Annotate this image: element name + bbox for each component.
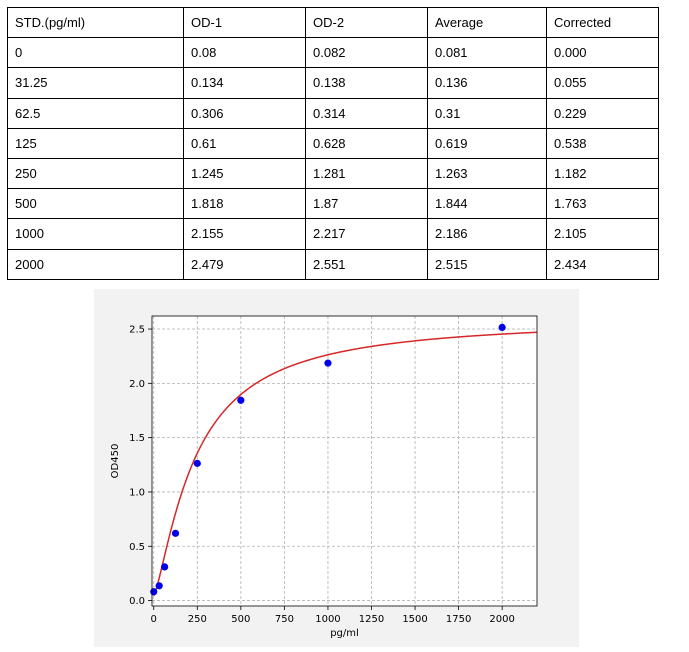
table-cell: 0.138 <box>305 67 428 99</box>
y-tick-label: 2.5 <box>129 325 145 336</box>
table-cell: 125 <box>7 127 184 159</box>
y-tick-label: 1.0 <box>129 487 145 498</box>
data-point <box>498 323 506 332</box>
table-row: 1000 2.155 2.217 2.186 2.105 <box>7 218 659 250</box>
data-point <box>324 359 332 367</box>
table-cell: 0.082 <box>305 37 428 69</box>
x-tick-label: 500 <box>231 614 250 625</box>
y-tick-label: 1.5 <box>129 433 145 444</box>
data-point <box>161 563 169 571</box>
x-axis-title: pg/ml <box>330 628 359 639</box>
x-tick-label: 1750 <box>446 614 471 625</box>
table-row: 0 0.08 0.082 0.081 0.000 <box>7 37 659 69</box>
table-header-cell: Average <box>427 6 547 39</box>
table-row: 500 1.818 1.87 1.844 1.763 <box>7 188 659 220</box>
x-tick-label: 750 <box>275 614 294 625</box>
table-cell: 0.31 <box>427 97 547 129</box>
table-cell: 2000 <box>7 248 184 280</box>
table-cell: 250 <box>7 157 184 190</box>
table-row: 125 0.61 0.628 0.619 0.538 <box>7 127 659 159</box>
table-cell: 1.245 <box>183 157 306 190</box>
table-cell: 0 <box>7 37 184 69</box>
data-point <box>237 396 245 404</box>
table-body: 0 0.08 0.082 0.081 0.000 31.25 0.134 0.138 0.136… <box>7 37 659 280</box>
table-header-cell: OD-1 <box>183 6 306 39</box>
x-tick-label: 1000 <box>315 614 340 625</box>
table-cell: 2.105 <box>546 218 659 250</box>
table-cell: 2.186 <box>427 218 547 250</box>
data-point <box>193 459 201 467</box>
table-cell: 0.619 <box>427 127 547 159</box>
table-cell: 2.479 <box>183 248 306 280</box>
data-point <box>155 582 163 590</box>
table-cell: 0.08 <box>183 37 306 69</box>
table-cell: 2.217 <box>305 218 428 250</box>
data-point <box>150 588 158 596</box>
table-cell: 0.314 <box>305 97 428 129</box>
table-cell: 62.5 <box>7 97 184 129</box>
x-tick-label: 250 <box>188 614 207 625</box>
table-cell: 1.263 <box>427 157 547 190</box>
table-cell: 1.182 <box>546 157 659 190</box>
table-cell: 0.61 <box>183 127 306 159</box>
x-tick-label: 1500 <box>402 614 427 625</box>
table-cell: 0.306 <box>183 97 306 129</box>
table-cell: 0.628 <box>305 127 428 159</box>
table-cell: 31.25 <box>7 67 184 99</box>
table-cell: 0.081 <box>427 37 547 69</box>
table-cell: 0.134 <box>183 67 306 99</box>
plot-area <box>152 316 537 606</box>
standards-table: STD.(pg/ml) OD-1 OD-2 Average Corrected 0 0.0… <box>7 6 659 280</box>
table-cell: 0.000 <box>546 37 659 69</box>
table-cell: 1.763 <box>546 188 659 220</box>
table-cell: 1.87 <box>305 188 428 220</box>
table-cell: 2.434 <box>546 248 659 280</box>
table-cell: 1000 <box>7 218 184 250</box>
table-cell: 0.136 <box>427 67 547 99</box>
table-row: 250 1.245 1.281 1.263 1.182 <box>7 157 659 190</box>
chart-svg: 0 250 500 750 1000 1250 1500 1750 2000 0.0 0.5 1.0 1… <box>110 315 538 639</box>
y-tick-label: 0.0 <box>129 596 145 607</box>
table-cell: 2.515 <box>427 248 547 280</box>
table-cell: 0.538 <box>546 127 659 159</box>
x-tick-label: 2000 <box>489 614 514 625</box>
y-axis-title: OD450 <box>110 444 121 479</box>
standard-curve-chart: 0 250 500 750 1000 1250 1500 1750 2000 0.0 0.5 1.0 1… <box>94 289 579 647</box>
table-header-cell: OD-2 <box>305 6 428 39</box>
y-tick-label: 2.0 <box>129 379 145 390</box>
data-point <box>171 529 180 537</box>
x-tick-label: 0 <box>151 614 157 625</box>
y-tick-label: 0.5 <box>129 542 145 553</box>
table-header-cell: Corrected <box>546 6 659 39</box>
fit-curve-line <box>153 331 538 596</box>
table-row: 2000 2.479 2.551 2.515 2.434 <box>7 248 659 280</box>
x-tick-label: 1250 <box>359 614 384 625</box>
table-cell: 500 <box>7 188 184 220</box>
table-cell: 1.844 <box>427 188 547 220</box>
table-cell: 0.055 <box>546 67 659 99</box>
table-cell: 0.229 <box>546 97 659 129</box>
table-cell: 2.155 <box>183 218 306 250</box>
table-cell: 1.818 <box>183 188 306 220</box>
table-row: 31.25 0.134 0.138 0.136 0.055 <box>7 67 659 99</box>
table-header-cell: STD.(pg/ml) <box>7 6 184 39</box>
table-row: 62.5 0.306 0.314 0.31 0.229 <box>7 97 659 129</box>
table-header-row: STD.(pg/ml) OD-1 OD-2 Average Corrected <box>7 6 659 39</box>
table-cell: 2.551 <box>305 248 428 280</box>
plot-frame <box>151 315 538 607</box>
table-cell: 1.281 <box>305 157 428 190</box>
